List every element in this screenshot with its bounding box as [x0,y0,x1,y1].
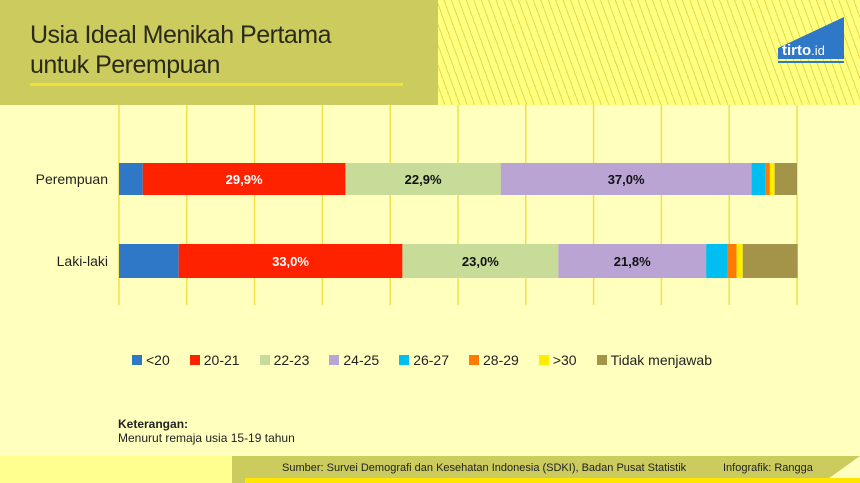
legend-label: 28-29 [483,352,519,368]
legend-item: 26-27 [399,352,449,368]
bar-segment [500,163,752,195]
bar-segment [119,163,143,195]
note-text: Menurut remaja usia 15-19 tahun [118,431,295,445]
legend-swatch [399,355,410,365]
bar-segment [769,163,775,195]
legend-item: <20 [132,352,170,368]
bar-segment [742,244,798,278]
bar-segment [142,163,346,195]
data-label: 22,9% [405,172,442,187]
legend-item: 24-25 [329,352,379,368]
legend-swatch [469,355,479,365]
bar-segment [774,163,797,195]
data-label: 29,9% [226,172,263,187]
data-label: 37,0% [608,172,645,187]
svg-text:tirto.id: tirto.id [782,42,825,59]
legend-swatch [596,355,607,365]
legend-label: 20-21 [203,352,240,368]
category-label: Perempuan [36,171,108,187]
legend-label: Tidak menjawab [610,352,712,368]
legend-label: >30 [552,352,577,368]
data-label: 23,0% [462,254,499,269]
footer-left [0,456,232,483]
bar-segment [727,244,737,278]
legend-item: 28-29 [469,352,519,368]
data-label: 33,0% [272,254,309,269]
legend-swatch [132,355,142,365]
bar-segment [119,244,179,278]
note-heading: Keterangan: [118,417,189,431]
title-line-1: Usia Ideal Menikah Pertama [30,21,332,49]
source-text: Sumber: Survei Demografi dan Kesehatan I… [282,462,687,474]
legend-label: <20 [146,352,170,368]
legend-label: 24-25 [343,352,380,368]
footer-accent [245,478,860,483]
legend-swatch [329,355,340,365]
header-panel [0,0,438,105]
bar-segment [345,163,501,195]
bar-segment [751,163,766,195]
title-line-2: untuk Perempuan [30,51,220,79]
category-label: Laki-laki [57,253,108,269]
bar-segment [765,163,770,195]
page-title: Usia Ideal Menikah Pertama untuk Perempu… [30,20,332,80]
legend-item: Tidak menjawab [596,352,712,368]
legend-label: 22-23 [273,352,310,368]
legend-item: 20-21 [189,352,240,368]
legend-item: 22-23 [259,352,310,368]
bar-segment [706,244,728,278]
legend: <20 20-21 22-23 24-25 26-27 28-29 >30 Tidak men… [132,352,732,368]
title-underline [30,83,403,86]
bar-segment [558,244,707,278]
legend-item: >30 [538,352,577,368]
credit-text: Infografik: Rangga [723,462,813,474]
stacked-bar-chart: Perempuan 29,9% 22,9% 37,0% Laki-laki 33,0% 23… [36,105,798,305]
legend-label: 26-27 [413,352,449,368]
bar-segment [736,244,743,278]
bar-segment [178,244,403,278]
note: Keterangan: Menurut remaja usia 15-19 ta… [118,417,295,445]
bar-segment [402,244,559,278]
legend-swatch [538,355,549,365]
legend-swatch [259,355,270,365]
tirto-logo: tirto.id [778,17,844,63]
data-label: 21,8% [614,254,651,269]
legend-swatch [189,355,200,365]
